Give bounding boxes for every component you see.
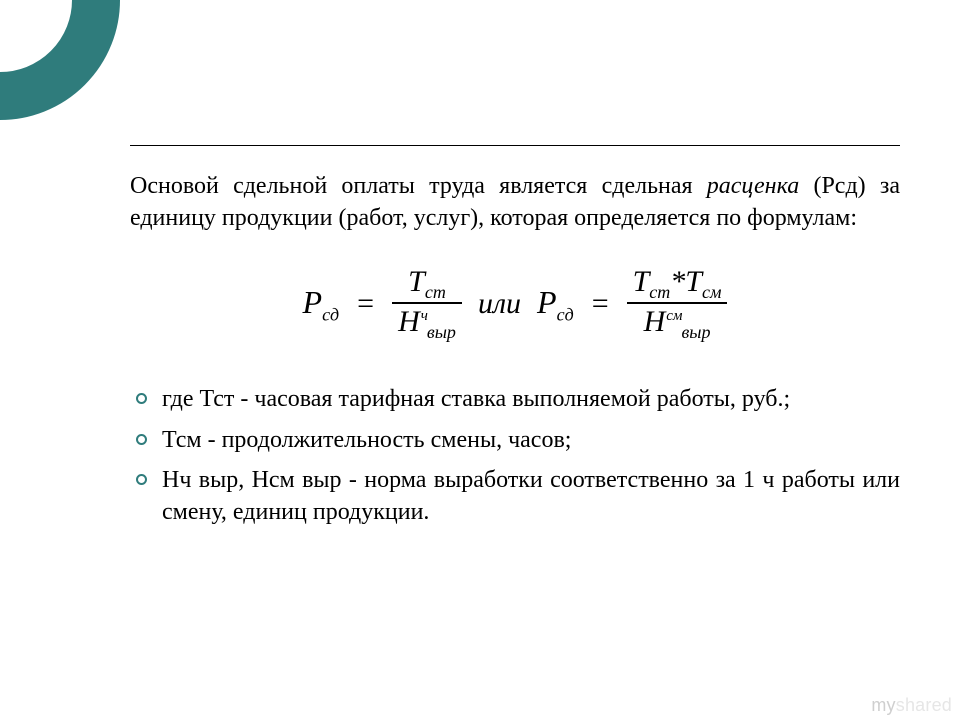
f2-den-sup: см (666, 308, 682, 324)
definition-list: где Тст - часовая тарифная ставка выполн… (130, 383, 900, 529)
corner-decoration (0, 0, 120, 120)
fraction-2: Тст*Тсм Нсмвыр (627, 265, 728, 343)
eq-sign-2: = (588, 284, 613, 325)
f1-den-sub: выр (427, 322, 456, 342)
f2-num-sub2: см (702, 282, 721, 302)
list-item-text: где Тст - часовая тарифная ставка выполн… (162, 386, 790, 412)
f2-den-sub: выр (681, 322, 710, 342)
f2-num-sub1: ст (649, 282, 670, 302)
intro-italic: расценка (707, 173, 799, 199)
lhs-sub: сд (322, 305, 339, 325)
f1-den-sym: Н (398, 305, 420, 338)
list-item-text: Нч выр, Нсм выр - норма выработки соотве… (162, 467, 900, 525)
f2-num-sym1: Т (633, 265, 650, 298)
f2-den-sym: Н (644, 305, 666, 338)
lhs-sym: Р (303, 284, 323, 320)
list-item-text: Тсм - продолжительность смены, часов; (162, 427, 571, 453)
formula-row: Рсд = Тст Нчвыр или Рсд = Тст*Тсм Нсмвыр (130, 265, 900, 343)
f2-num-sym2: Т (685, 265, 702, 298)
watermark-left: my (871, 695, 895, 715)
intro-paragraph: Основой сдельной оплаты труда является с… (130, 170, 900, 235)
watermark-right: shared (896, 695, 952, 715)
f1-num-sub: ст (425, 282, 446, 302)
fraction-1: Тст Нчвыр (392, 265, 462, 343)
f2-num-star: * (670, 265, 685, 298)
lhs2-sym: Р (537, 284, 557, 320)
eq-sign-1: = (353, 284, 378, 325)
frac2-den: Нсмвыр (638, 304, 717, 343)
list-item: Нч выр, Нсм выр - норма выработки соотве… (130, 464, 900, 529)
f1-num-sym: Т (408, 265, 425, 298)
formula1-lhs: Рсд (303, 281, 340, 327)
or-word: или (476, 284, 523, 325)
frac2-num: Тст*Тсм (627, 265, 728, 303)
list-item: Тсм - продолжительность смены, часов; (130, 424, 900, 456)
slide-content: Основой сдельной оплаты труда является с… (130, 145, 900, 537)
formula2-lhs: Рсд (537, 281, 574, 327)
frac1-den: Нчвыр (392, 304, 462, 343)
frac1-num: Тст (402, 265, 452, 303)
intro-text-a: Основой сдельной оплаты труда является с… (130, 173, 707, 199)
top-rule (130, 145, 900, 146)
lhs2-sub: сд (557, 305, 574, 325)
list-item: где Тст - часовая тарифная ставка выполн… (130, 383, 900, 415)
watermark: myshared (871, 695, 952, 716)
f1-den-sup: ч (421, 308, 428, 324)
